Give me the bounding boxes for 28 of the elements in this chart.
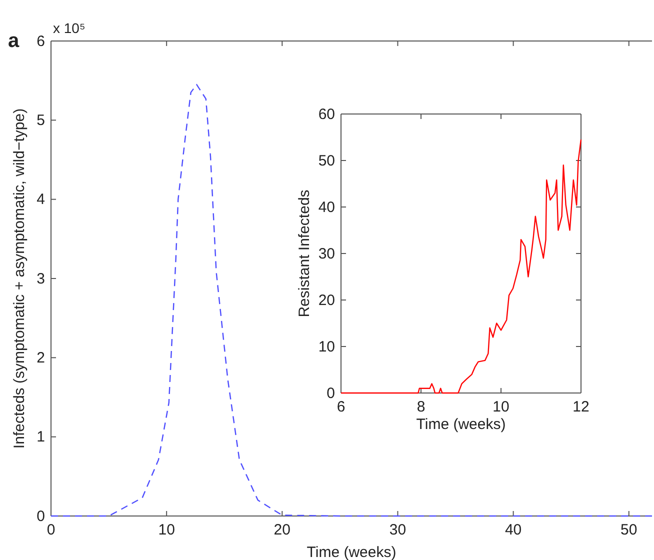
y-tick-label: 2: [36, 349, 45, 366]
x-tick-label: 12: [572, 398, 590, 416]
x-tick-label: 10: [492, 398, 510, 416]
y-tick-label: 3: [36, 270, 45, 288]
y-tick-label: 1: [36, 428, 45, 446]
x-axis-title: Time (weeks): [306, 544, 396, 560]
x-tick-label: 8: [416, 398, 426, 416]
y-tick-label: 4: [36, 191, 45, 208]
y-tick-label: 10: [318, 338, 335, 356]
y-tick-label: 20: [318, 292, 335, 309]
x-tick-label: 50: [620, 522, 638, 539]
x-tick-label: 40: [504, 522, 522, 539]
text: x 10⁵: [53, 20, 86, 36]
y-tick-label: 0: [36, 508, 45, 525]
y-tick-label: 30: [318, 245, 335, 262]
y-tick-label: 40: [318, 198, 335, 216]
y-axis-title: Resistant Infecteds: [296, 190, 313, 318]
x-tick-label: 10: [158, 522, 175, 539]
x-axis-title: Time (weeks): [416, 416, 506, 433]
x-tick-label: 20: [274, 522, 290, 539]
y-tick-label: 50: [318, 152, 335, 170]
y-tick-label: 5: [36, 112, 45, 129]
y-tick-label: 60: [318, 106, 335, 123]
chart-title: a: [8, 30, 20, 52]
x-tick-label: 30: [389, 522, 406, 539]
y-tick-label: 6: [36, 32, 45, 50]
y-tick-label: 0: [326, 384, 335, 402]
y-axis-title: Infecteds (symptomatic + asymptomatic, wild−type): [11, 108, 28, 449]
